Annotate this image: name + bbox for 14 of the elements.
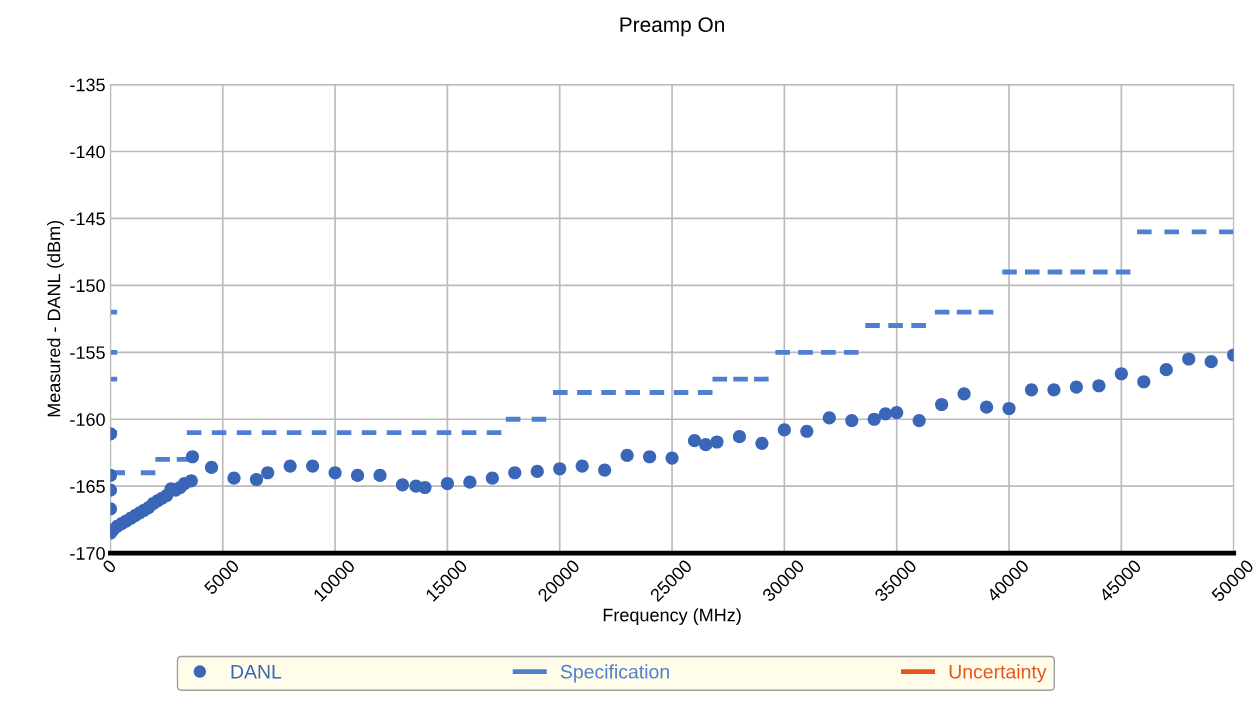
y-tick-label: -145 — [70, 212, 105, 226]
y-tick-label: -155 — [70, 346, 105, 360]
legend-label: Uncertainty — [949, 664, 1047, 683]
x-axis-title: Frequency (MHz) — [603, 608, 741, 625]
y-axis-title: Measured - DANL (dBm) — [47, 220, 64, 417]
y-tick-label: -140 — [70, 145, 105, 159]
y-tick-label: -170 — [70, 547, 105, 560]
legend-label: DANL — [231, 665, 282, 679]
y-tick-label: -135 — [70, 78, 105, 92]
y-tick-label: -165 — [70, 480, 105, 493]
legend-label: Specification — [560, 664, 669, 683]
chart-title: Preamp On — [620, 17, 724, 37]
y-tick-label: -150 — [70, 279, 105, 293]
y-tick-label: -160 — [70, 413, 105, 426]
